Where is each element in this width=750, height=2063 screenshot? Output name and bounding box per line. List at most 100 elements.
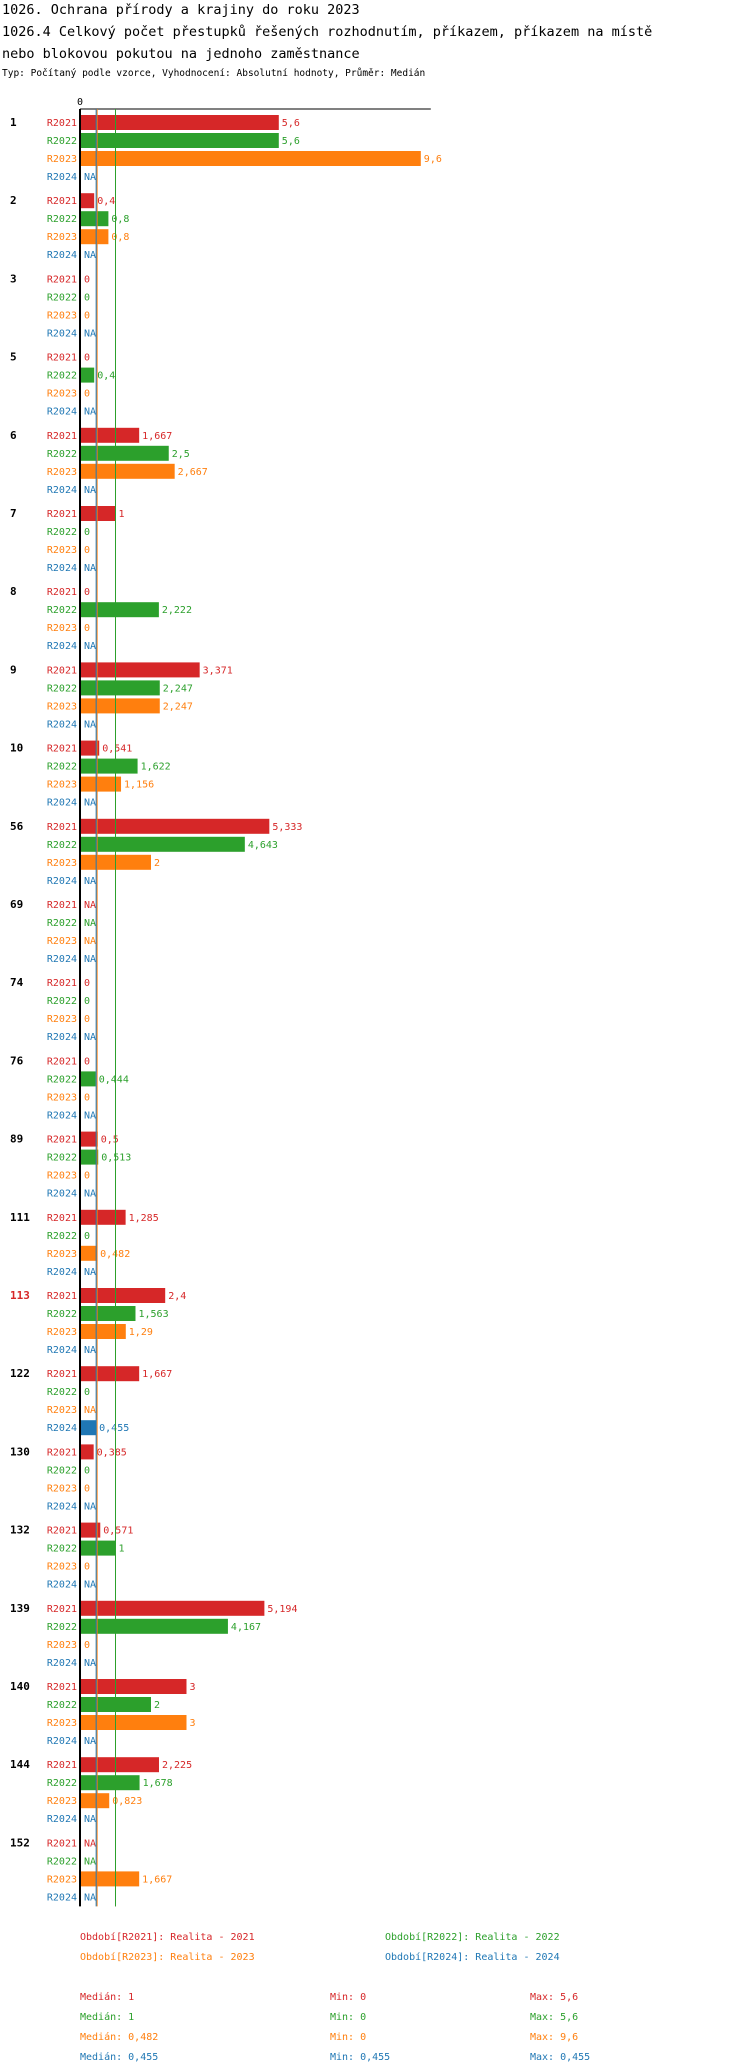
bar-value-label: 0: [84, 1092, 90, 1103]
series-row-label: R2021: [47, 822, 77, 833]
bar-value-label: 5,194: [267, 1604, 297, 1615]
series-row-label: R2022: [47, 371, 77, 382]
series-row-label: R2023: [47, 1249, 77, 1260]
bar-value-label: 1,29: [129, 1327, 153, 1338]
series-row-label: R2022: [47, 683, 77, 694]
group-label: 111: [10, 1211, 30, 1224]
stat-min: Min: 0: [330, 1992, 367, 2003]
bar-value-label: 2: [154, 1700, 160, 1711]
series-row-label: R2024: [47, 1892, 77, 1903]
bar-value-label: 2: [154, 858, 160, 869]
series-row-label: R2023: [47, 1640, 77, 1651]
series-row-label: R2021: [47, 274, 77, 285]
series-row-label: R2021: [47, 1291, 77, 1302]
series-row-label: R2021: [47, 665, 77, 676]
bar-value-label: 0: [84, 1640, 90, 1651]
bar-value-label: 4,643: [248, 840, 278, 851]
series-row-label: R2022: [47, 1544, 77, 1555]
bar-value-label: 0,4: [97, 196, 115, 207]
bar: [80, 1618, 228, 1634]
bar: [80, 1600, 265, 1616]
group-label: 10: [10, 742, 23, 755]
bar: [80, 1757, 159, 1773]
series-row-label: R2024: [47, 1189, 77, 1200]
series-row-label: R2022: [47, 840, 77, 851]
bar: [80, 602, 159, 618]
series-row-label: R2023: [47, 1014, 77, 1025]
bar-value-label: NA: [84, 1345, 96, 1356]
bar-value-label: NA: [84, 1501, 96, 1512]
bar: [80, 1540, 116, 1556]
series-row-label: R2022: [47, 1465, 77, 1476]
series-row-label: R2023: [47, 389, 77, 400]
bar: [80, 1306, 136, 1321]
group-label: 76: [10, 1054, 24, 1067]
series-row-label: R2021: [47, 353, 77, 364]
series-row-label: R2023: [47, 1483, 77, 1494]
bar-value-label: NA: [84, 1032, 96, 1043]
bar-value-label: 3,371: [203, 665, 233, 676]
series-row-label: R2024: [47, 1423, 77, 1434]
series-row-label: R2022: [47, 1309, 77, 1320]
series-row-label: R2021: [47, 1682, 77, 1693]
bar: [80, 818, 270, 834]
series-row-label: R2024: [47, 485, 77, 496]
series-row-label: R2022: [47, 136, 77, 147]
x-axis-zero-label: 0: [77, 97, 83, 108]
bar: [80, 1288, 166, 1303]
bar: [80, 836, 245, 852]
series-row-label: R2022: [47, 1153, 77, 1164]
series-row-label: R2022: [47, 527, 77, 538]
bar-value-label: 0,5: [101, 1135, 119, 1146]
series-row-label: R2022: [47, 292, 77, 303]
bar-value-label: NA: [84, 1838, 96, 1849]
series-row-label: R2023: [47, 232, 77, 243]
legend-entry: Období[R2024]: Realita - 2024: [385, 1952, 560, 1963]
series-row-label: R2024: [47, 250, 77, 261]
series-row-label: R2021: [47, 1447, 77, 1458]
bar-value-label: NA: [84, 250, 96, 261]
bar-value-label: 2,247: [163, 683, 193, 694]
series-row-label: R2023: [47, 1718, 77, 1729]
bar-value-label: NA: [84, 1856, 96, 1867]
group-label: 8: [10, 585, 17, 598]
bar-value-label: 2,225: [162, 1760, 192, 1771]
group-label: 140: [10, 1680, 30, 1693]
series-row-label: R2021: [47, 431, 77, 442]
group-label: 139: [10, 1602, 30, 1615]
bar: [80, 211, 109, 227]
stat-max: Max: 5,6: [530, 1992, 579, 2003]
series-row-label: R2023: [47, 545, 77, 556]
bar: [80, 662, 200, 678]
bar-value-label: 1,285: [129, 1213, 159, 1224]
group-label: 56: [10, 820, 24, 833]
series-row-label: R2023: [47, 780, 77, 791]
bar-value-label: NA: [84, 407, 96, 418]
bar-value-label: NA: [84, 1658, 96, 1669]
bar-value-label: NA: [84, 485, 96, 496]
group-label: 7: [10, 507, 17, 520]
series-row-label: R2022: [47, 1856, 77, 1867]
bar-value-label: 1,667: [142, 1874, 172, 1885]
bar-value-label: 0: [84, 389, 90, 400]
bar-value-label: 0: [84, 623, 90, 634]
bar-value-label: 0: [84, 274, 90, 285]
series-row-label: R2021: [47, 1604, 77, 1615]
group-label: 6: [10, 429, 17, 442]
series-row-label: R2021: [47, 1526, 77, 1537]
bar: [80, 193, 95, 209]
bar-value-label: 9,6: [424, 154, 442, 165]
series-row-label: R2023: [47, 858, 77, 869]
bar-value-label: 0: [84, 1014, 90, 1025]
series-row-label: R2023: [47, 1405, 77, 1416]
bar: [80, 776, 122, 792]
series-row-label: R2022: [47, 1387, 77, 1398]
bar: [80, 1420, 97, 1436]
group-label: 152: [10, 1836, 30, 1849]
bar-value-label: 0: [84, 996, 90, 1007]
bar: [80, 151, 421, 166]
bar-value-label: 0,385: [97, 1447, 127, 1458]
series-row-label: R2024: [47, 172, 77, 183]
bar-value-label: NA: [84, 172, 96, 183]
series-row-label: R2022: [47, 605, 77, 616]
